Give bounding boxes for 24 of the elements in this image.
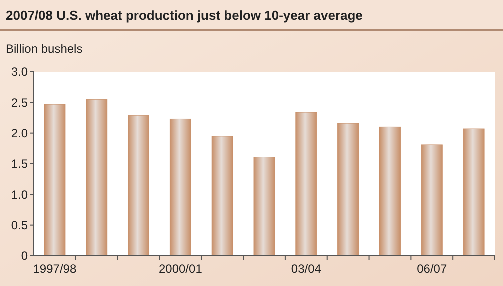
bar	[338, 123, 360, 256]
bar	[421, 144, 443, 256]
x-tick-label: 03/04	[291, 262, 322, 276]
bar	[86, 99, 108, 256]
x-tick-label: 06/07	[417, 262, 448, 276]
bar	[170, 118, 192, 256]
y-tick-label: 0.5	[11, 218, 28, 233]
y-tick-label: 1.0	[11, 188, 28, 202]
y-tick-label: 1.5	[11, 157, 28, 172]
x-tick-label: 2000/01	[158, 262, 203, 276]
bar	[296, 112, 318, 256]
bar	[254, 157, 276, 256]
y-tick-label: 2.5	[11, 96, 28, 110]
y-tick-label: 3.0	[11, 65, 28, 80]
y-axis-title: Billion bushels	[6, 42, 83, 56]
y-tick-label: 2.0	[11, 126, 28, 141]
bar	[463, 128, 485, 256]
y-tick-label: 0	[21, 249, 28, 264]
x-tick-label: 1997/98	[33, 262, 77, 276]
bar	[212, 136, 234, 256]
bar	[44, 104, 66, 256]
bar	[128, 115, 150, 256]
bar	[380, 126, 401, 256]
chart-title: 2007/08 U.S. wheat production just below 10-year average	[6, 8, 363, 23]
